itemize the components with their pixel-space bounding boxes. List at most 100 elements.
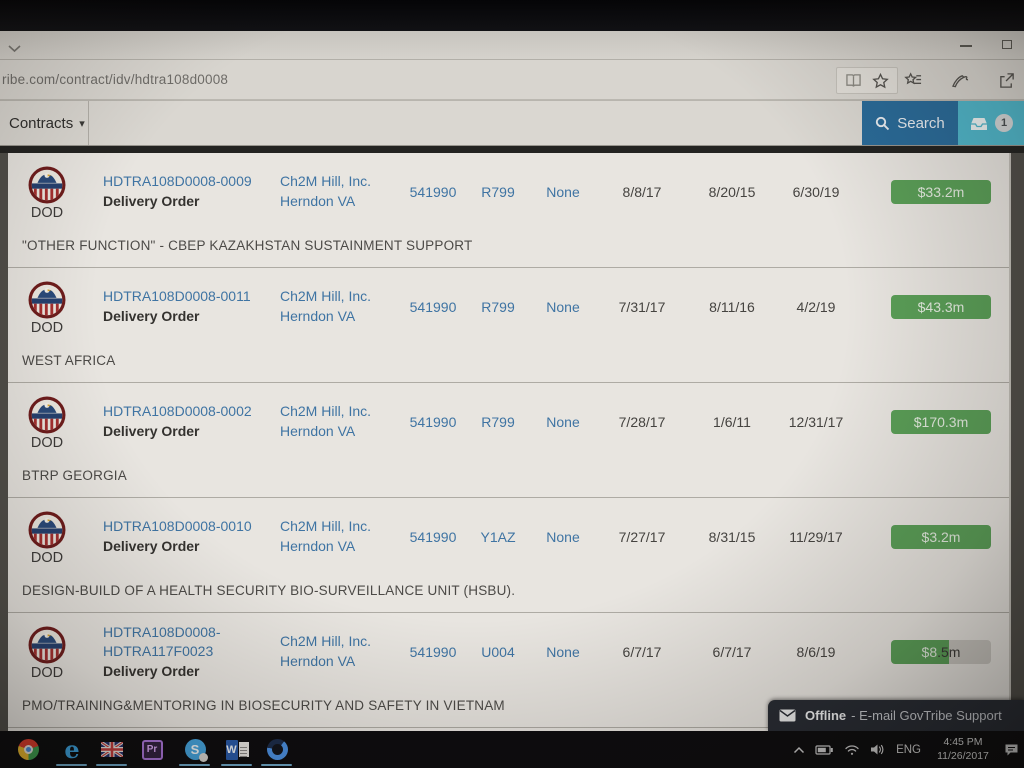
system-tray: ENG 4:45 PM 11/26/2017 <box>788 731 1024 768</box>
search-icon <box>876 116 890 130</box>
vendor-name: Ch2M Hill, Inc. <box>280 403 372 419</box>
offline-status: Offline <box>805 708 847 723</box>
page-content: DOD HDTRA108D0008-0009 Delivery Order Ch… <box>0 153 1024 731</box>
date-end: 8/6/19 <box>796 644 836 660</box>
vendor-name: Ch2M Hill, Inc. <box>280 518 372 534</box>
order-type: Delivery Order <box>103 662 200 679</box>
premiere-icon[interactable]: Pr <box>140 738 164 761</box>
vendor-link[interactable]: Ch2M Hill, Inc. Herndon VA <box>280 517 398 556</box>
language-indicator[interactable]: ENG <box>896 743 921 756</box>
open-app-indicator <box>96 763 127 766</box>
psc-link[interactable]: R799 <box>481 184 515 200</box>
naics-link[interactable]: 541990 <box>409 644 457 660</box>
hub-favorites-icon[interactable] <box>902 70 924 92</box>
clock-date: 11/26/2017 <box>937 749 989 762</box>
vendor-location: Herndon VA <box>280 307 356 324</box>
vendor-link[interactable]: Ch2M Hill, Inc. Herndon VA <box>280 402 398 441</box>
set-aside-link[interactable]: None <box>546 644 580 660</box>
envelope-icon <box>779 709 796 722</box>
support-offline-toast[interactable]: Offline - E-mail GovTribe Support <box>768 700 1024 731</box>
web-note-pen-icon[interactable] <box>949 70 971 92</box>
browser-toolbar-icons <box>902 67 1018 94</box>
psc-link[interactable]: Y1AZ <box>480 529 516 545</box>
set-aside-link[interactable]: None <box>546 414 580 430</box>
date-start: 6/7/17 <box>712 644 752 660</box>
browser-tab-strip <box>0 31 1024 60</box>
uk-flag-icon[interactable] <box>100 738 124 761</box>
contracts-table: DOD HDTRA108D0008-0009 Delivery Order Ch… <box>8 153 1011 731</box>
restore-window-button[interactable] <box>1002 40 1012 49</box>
dod-seal-icon[interactable] <box>28 626 66 664</box>
agency-label: DOD <box>30 550 64 566</box>
value-badge: $170.3m <box>891 410 991 434</box>
contract-description: DESIGN-BUILD OF A HEALTH SECURITY BIO-SU… <box>22 583 516 598</box>
set-aside-link[interactable]: None <box>546 299 580 315</box>
clock[interactable]: 4:45 PM 11/26/2017 <box>933 736 993 763</box>
browser-app-icon[interactable] <box>265 738 289 761</box>
search-button[interactable]: Search <box>862 101 958 145</box>
naics-link[interactable]: 541990 <box>409 414 457 430</box>
contract-id-link[interactable]: HDTRA108D0008-0002 <box>103 403 252 419</box>
set-aside-link[interactable]: None <box>546 184 580 200</box>
chevron-down-icon: ▾ <box>79 117 85 130</box>
messages-button[interactable]: 1 <box>958 101 1024 145</box>
vendor-link[interactable]: Ch2M Hill, Inc. Herndon VA <box>280 632 398 671</box>
contract-id-link[interactable]: HDTRA108D0008-0009 <box>103 173 252 189</box>
contract-id-link[interactable]: HDTRA108D0008-0010 <box>103 518 252 534</box>
scrollbar[interactable] <box>1009 153 1011 731</box>
dod-seal-icon[interactable] <box>28 511 66 549</box>
vendor-name: Ch2M Hill, Inc. <box>280 288 372 304</box>
contract-description: BTRP GEORGIA <box>22 468 127 483</box>
battery-icon[interactable] <box>815 744 834 756</box>
date-end: 11/29/17 <box>789 529 843 545</box>
chrome-icon[interactable] <box>16 738 40 761</box>
naics-link[interactable]: 541990 <box>409 299 457 315</box>
contract-id-link[interactable]: HDTRA108D0008-HDTRA117F0023 <box>103 624 221 659</box>
wifi-icon[interactable] <box>844 743 860 756</box>
date-modified: 7/28/17 <box>618 414 666 430</box>
word-icon[interactable]: W <box>225 738 249 761</box>
speaker-icon[interactable] <box>870 743 885 756</box>
order-type: Delivery Order <box>103 307 200 324</box>
value-badge: $8.5m <box>891 640 991 664</box>
psc-link[interactable]: R799 <box>481 299 515 315</box>
nav-content-divider <box>0 146 1024 153</box>
contract-id-cell: HDTRA108D0008-0011 Delivery Order <box>103 287 283 326</box>
naics-link[interactable]: 541990 <box>409 529 457 545</box>
psc-link[interactable]: U004 <box>481 644 515 660</box>
value-badge: $43.3m <box>891 295 991 319</box>
tray-chevron-up-icon[interactable] <box>793 746 805 754</box>
action-center-icon[interactable] <box>1004 743 1019 757</box>
favorite-star-icon[interactable] <box>870 70 892 92</box>
table-row: DOD HDTRA108D0008-0011 Delivery Order Ch… <box>8 268 1011 383</box>
edge-icon[interactable]: e <box>64 734 80 764</box>
vendor-link[interactable]: Ch2M Hill, Inc. Herndon VA <box>280 287 398 326</box>
date-start: 8/11/16 <box>709 299 755 315</box>
contract-id-link[interactable]: HDTRA108D0008-0011 <box>103 288 251 304</box>
dod-seal-icon[interactable] <box>28 281 66 319</box>
inbox-icon <box>971 117 987 130</box>
toast-message: - E-mail GovTribe Support <box>851 708 1002 723</box>
vendor-link[interactable]: Ch2M Hill, Inc. Herndon VA <box>280 172 398 211</box>
contract-id-cell: HDTRA108D0008-0010 Delivery Order <box>103 517 283 556</box>
table-row: DOD HDTRA108D0008-0010 Delivery Order Ch… <box>8 498 1011 613</box>
agency-label: DOD <box>30 665 64 681</box>
contracts-dropdown[interactable]: Contracts ▾ <box>0 101 89 145</box>
dod-seal-icon[interactable] <box>28 396 66 434</box>
agency-label: DOD <box>30 205 64 221</box>
tab-list-chevron-icon[interactable] <box>8 40 21 58</box>
dod-seal-icon[interactable] <box>28 166 66 204</box>
notification-count-badge: 1 <box>995 114 1013 132</box>
contract-description: PMO/TRAINING&MENTORING IN BIOSECURITY AN… <box>22 698 505 713</box>
vendor-location: Herndon VA <box>280 652 356 669</box>
psc-link[interactable]: R799 <box>481 414 515 430</box>
skype-icon[interactable]: S <box>183 738 208 762</box>
url-field[interactable]: ribe.com/contract/idv/hdtra108d0008 <box>2 72 229 87</box>
naics-link[interactable]: 541990 <box>409 184 457 200</box>
open-app-indicator <box>179 763 210 766</box>
reading-view-icon[interactable] <box>842 70 864 92</box>
order-type: Delivery Order <box>103 422 200 439</box>
share-icon[interactable] <box>996 70 1018 92</box>
set-aside-link[interactable]: None <box>546 529 580 545</box>
minimize-button[interactable] <box>960 45 972 47</box>
